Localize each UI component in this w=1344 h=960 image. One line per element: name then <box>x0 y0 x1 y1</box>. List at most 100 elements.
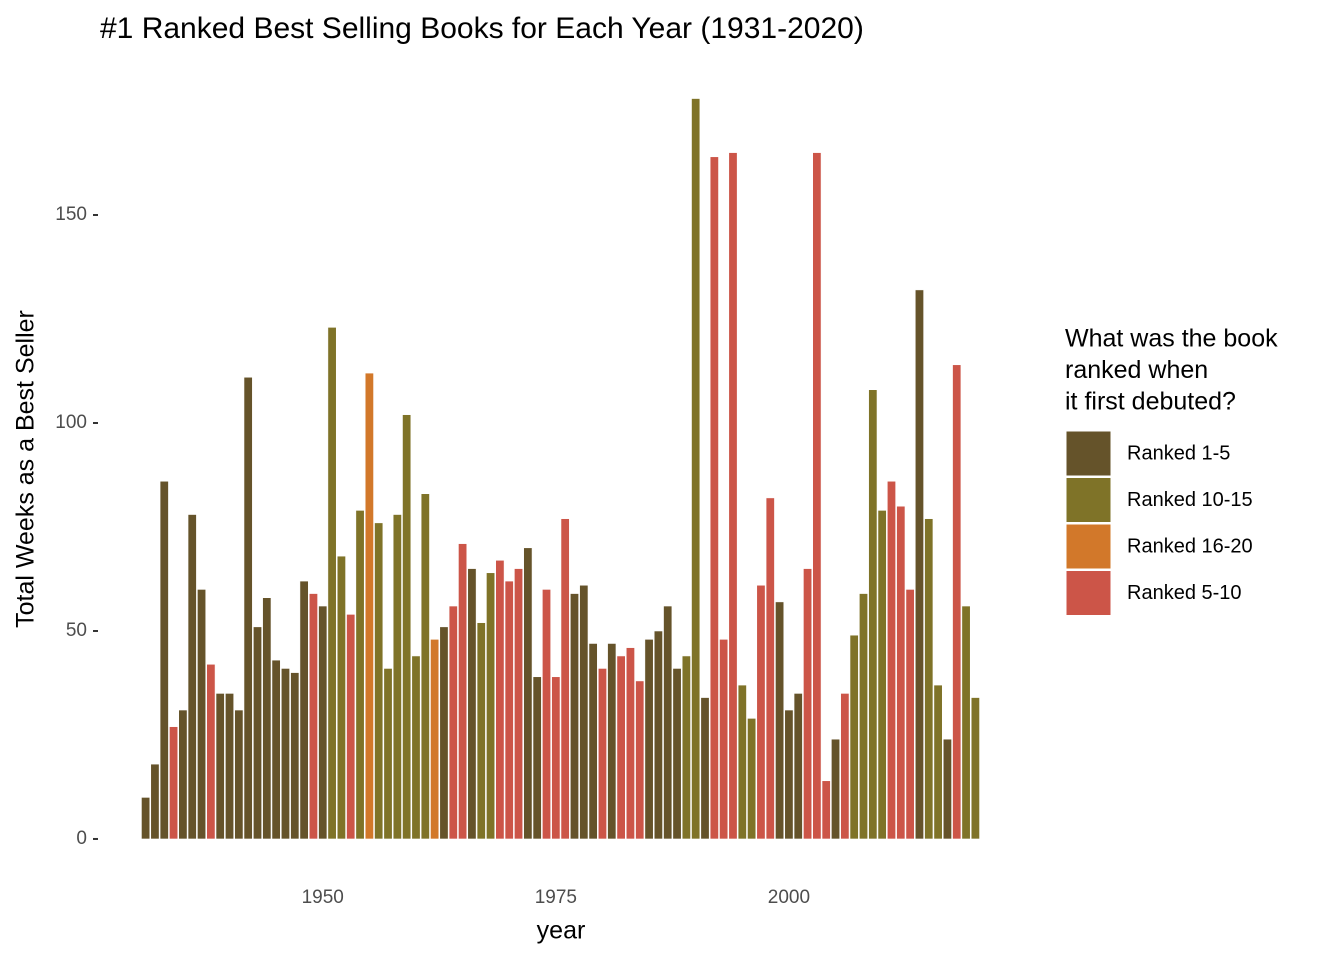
bar <box>840 693 850 840</box>
bar <box>355 510 365 840</box>
bar <box>849 634 859 840</box>
bar <box>905 589 915 840</box>
bar <box>793 693 803 840</box>
bar <box>597 668 607 840</box>
bar <box>150 763 160 840</box>
bar <box>336 555 346 840</box>
bar <box>719 639 729 840</box>
x-tick-label: 1950 <box>302 887 344 908</box>
x-tick-label: 2000 <box>768 887 810 908</box>
bar <box>402 414 412 840</box>
bar <box>933 684 943 840</box>
y-tick-label: 0 <box>76 828 87 849</box>
bar <box>681 655 691 840</box>
bar <box>728 152 738 840</box>
bar <box>756 584 766 840</box>
bar <box>747 718 757 840</box>
bar <box>262 597 272 840</box>
bar <box>775 601 785 840</box>
bar <box>579 584 589 840</box>
bar <box>691 98 701 840</box>
legend-swatch <box>1065 523 1112 570</box>
bar <box>159 480 169 840</box>
bar <box>961 605 971 840</box>
bar <box>886 480 896 840</box>
bar <box>514 568 524 840</box>
bar <box>821 780 831 840</box>
bar <box>672 668 682 840</box>
bar <box>458 543 468 840</box>
bar <box>430 639 440 840</box>
bar <box>234 709 244 840</box>
x-tick-label: 1975 <box>535 887 577 908</box>
bar <box>709 156 719 840</box>
bar <box>504 580 514 840</box>
bar <box>924 518 934 840</box>
legend-title: What was the book <box>1065 325 1278 353</box>
bar <box>812 152 822 840</box>
bar <box>486 572 496 840</box>
bar <box>868 389 878 840</box>
bar <box>635 680 645 840</box>
bar <box>299 580 309 840</box>
bar <box>178 709 188 840</box>
legend-swatch <box>1065 430 1112 477</box>
legend-label: Ranked 5-10 <box>1127 582 1242 604</box>
y-tick-label: 100 <box>55 412 87 433</box>
bar <box>364 372 374 840</box>
legend-title: ranked when <box>1065 356 1208 384</box>
bar <box>831 738 841 840</box>
bar <box>942 738 952 840</box>
bar <box>765 497 775 840</box>
bar <box>197 589 207 840</box>
bar <box>644 639 654 840</box>
bar <box>290 672 300 840</box>
y-axis-label: Total Weeks as a Best Seller <box>12 310 40 628</box>
bar <box>560 518 570 840</box>
bar <box>215 693 225 840</box>
bar <box>803 568 813 840</box>
bar <box>141 797 151 840</box>
bar <box>877 510 887 840</box>
bar <box>271 659 281 840</box>
bar <box>252 626 262 840</box>
bar <box>467 568 477 840</box>
bar <box>476 622 486 840</box>
bar <box>737 684 747 840</box>
bar <box>187 514 197 840</box>
bar <box>439 626 449 840</box>
bar <box>532 676 542 840</box>
bar <box>243 376 253 840</box>
bar <box>896 505 906 840</box>
bar <box>653 630 663 840</box>
bar <box>663 605 673 840</box>
bar <box>551 676 561 840</box>
legend-swatch <box>1065 570 1112 616</box>
bar <box>318 605 328 840</box>
bar <box>859 593 869 840</box>
bar <box>280 668 290 840</box>
legend-label: Ranked 1-5 <box>1127 442 1230 464</box>
bar <box>523 547 533 840</box>
x-axis-label: year <box>537 917 586 945</box>
bar <box>495 559 505 840</box>
bar <box>374 522 384 840</box>
legend-title: it first debuted? <box>1065 388 1236 416</box>
bar <box>420 493 430 840</box>
bar <box>169 726 179 840</box>
bar <box>616 655 626 840</box>
legend-label: Ranked 16-20 <box>1127 535 1253 557</box>
bar <box>625 647 635 840</box>
bar <box>225 693 235 840</box>
bar <box>383 668 393 840</box>
bar <box>392 514 402 840</box>
bar <box>914 289 924 840</box>
bar <box>784 709 794 840</box>
bar <box>607 643 617 840</box>
bar <box>588 643 598 840</box>
bar <box>346 614 356 840</box>
bar <box>327 327 337 840</box>
y-tick-label: 150 <box>55 204 87 225</box>
bar <box>970 697 980 840</box>
